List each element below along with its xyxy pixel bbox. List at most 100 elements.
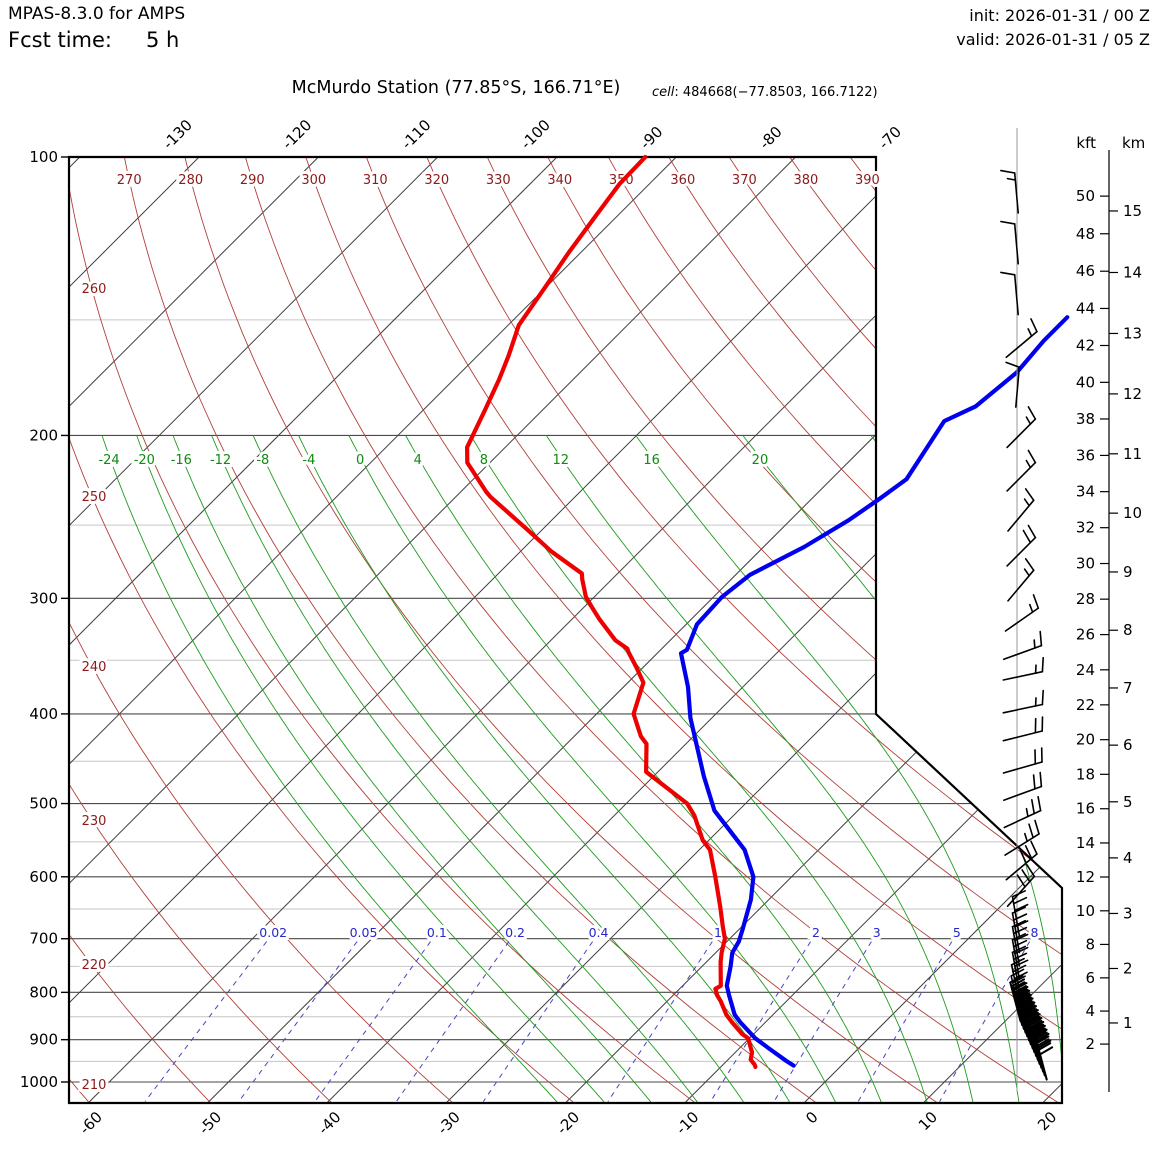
svg-text:0.1: 0.1 [427,925,447,940]
svg-text:2: 2 [1085,1035,1095,1053]
svg-text:0.2: 0.2 [505,925,525,940]
svg-text:30: 30 [1076,555,1095,573]
wind-barbs [1000,169,1054,1081]
plot-area [69,157,1062,1103]
valid-time-label: valid: 2026-01-31 / 05 Z [956,30,1150,49]
svg-text:-100: -100 [517,116,554,153]
svg-text:0.02: 0.02 [259,925,287,940]
forecast-time-value: 5 h [146,28,180,52]
svg-text:14: 14 [1123,263,1142,281]
svg-text:8: 8 [1085,935,1095,953]
svg-text:12: 12 [1076,868,1095,886]
mixing-ratio-labels: 0.02 0.05 0.1 0.2 0.4 1 2 3 5 8 [256,922,1041,943]
svg-text:20: 20 [752,453,769,468]
dewpoint-curve [678,315,1070,1068]
svg-text:42: 42 [1076,336,1095,354]
svg-text:20: 20 [1034,1108,1060,1134]
svg-text:1: 1 [1123,1014,1133,1032]
temperature-axis-top: -130 -120 -110 -100 -90 -80 -70 [159,116,905,153]
svg-text:50: 50 [1076,187,1095,205]
svg-text:-16: -16 [171,453,192,468]
svg-text:-80: -80 [756,123,786,153]
svg-text:210: 210 [82,1078,107,1093]
svg-text:220: 220 [82,958,107,973]
svg-text:270: 270 [117,173,142,188]
cell-value: : 484668(−77.8503, 166.7122) [674,85,878,100]
svg-text:11: 11 [1123,445,1142,463]
svg-text:26: 26 [1076,626,1095,644]
svg-text:250: 250 [82,490,107,505]
moist-adiabat-lines [101,435,1062,1103]
svg-text:14: 14 [1076,834,1095,852]
isobar-minor-gridlines [69,319,1062,1062]
cell-label: cell [652,85,675,100]
svg-text:100: 100 [29,148,58,166]
chart-title: McMurdo Station (77.85°S, 166.71°E) [291,78,621,98]
svg-text:0.05: 0.05 [350,925,378,940]
svg-text:0: 0 [802,1108,821,1127]
svg-text:-110: -110 [398,116,435,153]
svg-text:4: 4 [1123,849,1133,867]
svg-text:280: 280 [178,173,203,188]
svg-text:5: 5 [1123,793,1133,811]
svg-text:500: 500 [29,795,58,813]
svg-text:6: 6 [1085,969,1095,987]
svg-text:36: 36 [1076,446,1095,464]
svg-text:-30: -30 [434,1108,464,1138]
svg-text:-20: -20 [553,1108,583,1138]
svg-text:-24: -24 [98,453,119,468]
svg-text:2: 2 [812,925,820,940]
svg-text:-70: -70 [875,123,905,153]
svg-text:2: 2 [1123,959,1133,977]
temperature-axis-bottom: -60 -50 -40 -30 -20 -10 0 10 20 [76,1108,1060,1138]
svg-text:-20: -20 [134,453,155,468]
svg-text:8: 8 [1123,621,1133,639]
svg-text:34: 34 [1076,483,1095,501]
svg-text:18: 18 [1076,765,1095,783]
svg-text:4: 4 [1085,1002,1095,1020]
svg-text:240: 240 [82,660,107,675]
svg-text:10: 10 [1123,504,1142,522]
svg-text:340: 340 [547,173,572,188]
svg-text:-4: -4 [302,453,315,468]
svg-text:24: 24 [1076,661,1095,679]
svg-text:-10: -10 [672,1108,702,1138]
svg-text:370: 370 [732,173,757,188]
svg-text:3: 3 [1123,904,1133,922]
svg-text:46: 46 [1076,262,1095,280]
svg-text:7: 7 [1123,679,1133,697]
svg-text:28: 28 [1076,590,1095,608]
svg-text:200: 200 [29,426,58,444]
svg-text:290: 290 [240,173,265,188]
forecast-time: Fcst time: 5 h [8,28,179,52]
svg-text:600: 600 [29,868,58,886]
svg-text:9: 9 [1123,563,1133,581]
svg-text:390: 390 [855,173,880,188]
svg-text:44: 44 [1076,299,1095,317]
svg-text:8: 8 [480,453,488,468]
svg-text:310: 310 [363,173,388,188]
svg-text:10: 10 [915,1108,941,1134]
svg-text:-12: -12 [210,453,231,468]
svg-text:12: 12 [1123,385,1142,403]
svg-text:12: 12 [553,453,570,468]
height-axis: kft km50484644424038363432302826242220181… [1076,134,1145,1092]
svg-text:360: 360 [670,173,695,188]
svg-text:330: 330 [486,173,511,188]
forecast-time-label: Fcst time: [8,28,112,52]
svg-text:230: 230 [82,814,107,829]
svg-text:-40: -40 [314,1108,344,1138]
svg-text:5: 5 [953,925,961,940]
svg-text:-130: -130 [159,116,196,153]
svg-text:0: 0 [356,453,364,468]
pressure-axis: 100 200 300 400 500 600 700 800 900 1000 [20,148,69,1091]
svg-text:13: 13 [1123,324,1142,342]
svg-text:20: 20 [1076,731,1095,749]
svg-text:-90: -90 [636,123,666,153]
svg-text:6: 6 [1123,736,1133,754]
svg-text:kft: kft [1076,134,1096,152]
svg-text:1: 1 [714,925,722,940]
